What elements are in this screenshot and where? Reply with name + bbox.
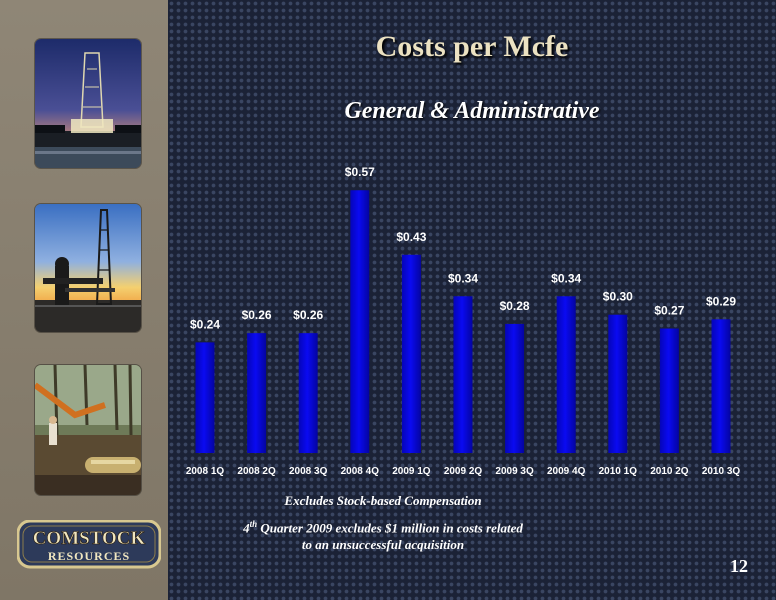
x-tick-label: 2008 4Q (341, 466, 380, 477)
bar-2008-3q (298, 333, 318, 453)
bar-2010-1q (608, 314, 628, 453)
bar-2008-1q (195, 342, 215, 453)
x-tick-label: 2009 3Q (495, 466, 534, 477)
x-tick-label: 2008 3Q (289, 466, 328, 477)
svg-text:RESOURCES: RESOURCES (48, 549, 130, 563)
x-tick-label: 2009 1Q (392, 466, 431, 477)
page-number: 12 (730, 556, 748, 576)
value-label: $0.34 (448, 271, 478, 285)
x-tick-label: 2010 3Q (702, 466, 741, 477)
footnote-acquisition: 4th Quarter 2009 excludes $1 million in … (168, 519, 598, 536)
svg-text:COMSTOCK: COMSTOCK (33, 528, 146, 549)
comstock-resources-logo: COMSTOCK RESOURCES (16, 519, 162, 575)
bar-2010-2q (659, 328, 679, 453)
bar-2009-1q (401, 254, 421, 453)
bar-2008-2q (247, 333, 267, 453)
footnote-number: 4 (243, 520, 250, 536)
footnote-acquisition-cont: to an unsuccessful acquisition (301, 537, 465, 552)
x-tick-label: 2008 2Q (237, 466, 276, 477)
pipeline-workers-photo (35, 365, 141, 495)
wellhead-sunset-photo (35, 204, 141, 332)
bar-2009-3q (505, 323, 525, 453)
bar-2008-4q (350, 190, 370, 454)
bar-chart: $0.24 2008 1Q $0.26 2008 2Q $0.26 2008 3Q $0.5… (186, 165, 741, 477)
footnote-stock-comp: Excludes Stock-based Compensation (284, 493, 482, 508)
value-label: $0.34 (551, 271, 581, 285)
bar-2009-4q (556, 296, 576, 453)
x-tick-label: 2009 2Q (444, 466, 483, 477)
value-label: $0.28 (500, 299, 530, 313)
sidebar: COMSTOCK RESOURCES (0, 0, 168, 600)
x-tick-label: 2010 2Q (650, 466, 689, 477)
value-label: $0.26 (293, 308, 323, 322)
value-label: $0.24 (190, 317, 220, 331)
value-label: $0.29 (706, 294, 736, 308)
value-label: $0.26 (242, 308, 272, 322)
x-tick-label: 2009 4Q (547, 466, 586, 477)
footnote-text: Quarter 2009 excludes $1 million in cost… (257, 520, 523, 536)
chart-subtitle: General & Administrative (344, 98, 600, 124)
x-tick-label: 2008 1Q (186, 466, 225, 477)
bar-2009-2q (453, 296, 473, 453)
x-tick-label: 2010 1Q (599, 466, 638, 477)
slide-title: Costs per Mcfe (375, 30, 569, 63)
value-label: $0.57 (345, 165, 375, 179)
drilling-rig-dusk-photo (35, 39, 141, 168)
bar-2010-3q (711, 319, 731, 453)
value-label: $0.30 (603, 290, 633, 304)
value-label: $0.27 (654, 304, 684, 318)
value-label: $0.43 (396, 230, 426, 244)
footnote-superscript: th (249, 519, 258, 529)
